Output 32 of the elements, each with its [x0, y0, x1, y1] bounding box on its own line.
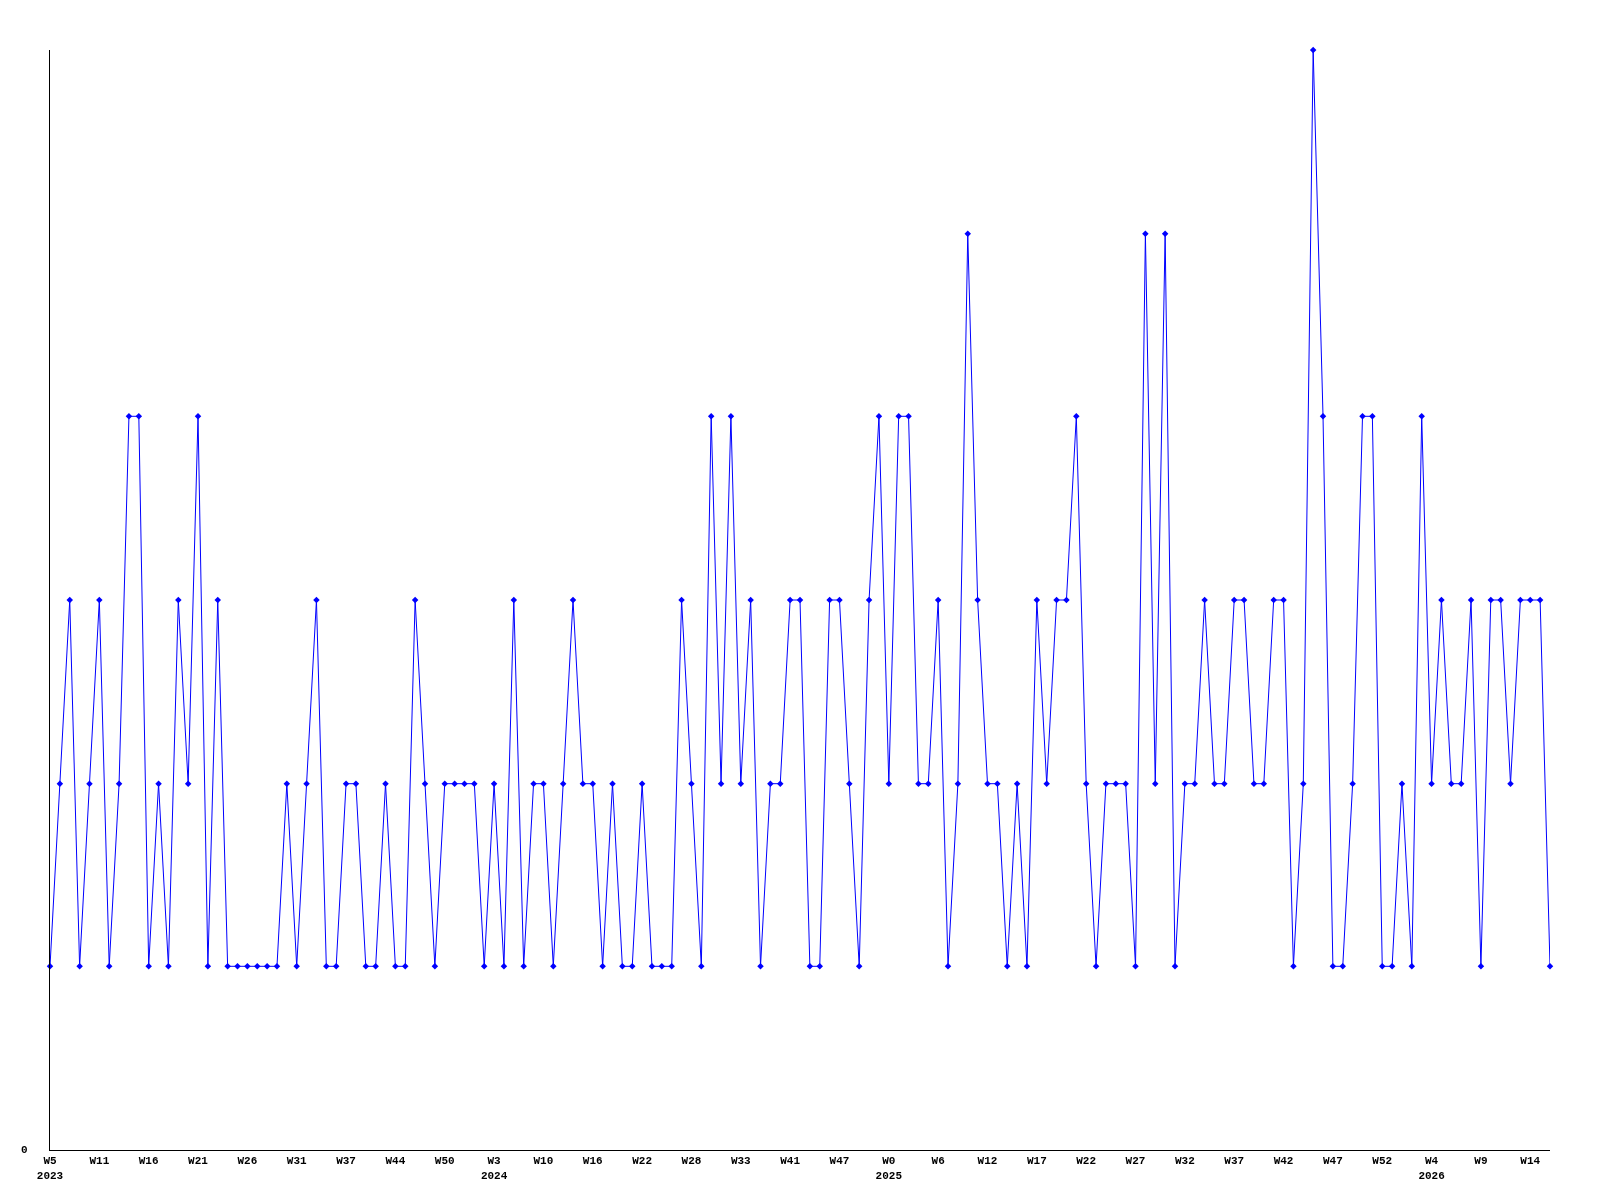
x-tick-label: W4 2026: [1418, 1155, 1445, 1182]
text: 0: [21, 1144, 28, 1156]
x-tick-label: W33: [730, 1155, 752, 1168]
x-tick-label: W52: [1372, 1155, 1393, 1168]
x-tick-label: W47: [1322, 1155, 1343, 1168]
x-tick-label: W17: [1026, 1155, 1047, 1168]
x-tick-label: W3 2024: [480, 1155, 508, 1182]
x-tick-label: W12: [977, 1155, 998, 1168]
x-tick-label: W10: [533, 1155, 554, 1168]
x-tick-label: W32: [1174, 1155, 1195, 1168]
x-tick-label: W5 2023: [36, 1155, 64, 1182]
x-tick-label: W37: [336, 1155, 356, 1168]
x-tick-label: W16: [138, 1155, 159, 1168]
x-tick-label: W27: [1125, 1155, 1146, 1168]
x-tick-label: W9: [1474, 1155, 1488, 1168]
x-tick-label: W28: [681, 1155, 702, 1168]
x-tick-label: W41: [780, 1155, 801, 1168]
x-tick-label: W14: [1520, 1155, 1541, 1168]
x-tick-label: W44: [385, 1155, 406, 1168]
x-tick-label: W21: [188, 1155, 209, 1168]
x-tick-label: W16: [582, 1155, 603, 1168]
x-tick-label: W50: [434, 1155, 455, 1168]
x-tick-label: W47: [829, 1155, 850, 1168]
x-tick-label: W11: [89, 1155, 110, 1168]
x-tick-label: W31: [286, 1155, 308, 1168]
x-tick-label: W22: [1076, 1155, 1097, 1168]
x-tick-label: W37: [1224, 1155, 1245, 1168]
x-tick-label: W22: [632, 1155, 653, 1168]
x-tick-label: W26: [237, 1155, 258, 1168]
x-tick-label: W6: [931, 1155, 945, 1168]
x-tick-label: W0 2025: [875, 1155, 903, 1182]
x-tick-label: W42: [1273, 1155, 1294, 1168]
